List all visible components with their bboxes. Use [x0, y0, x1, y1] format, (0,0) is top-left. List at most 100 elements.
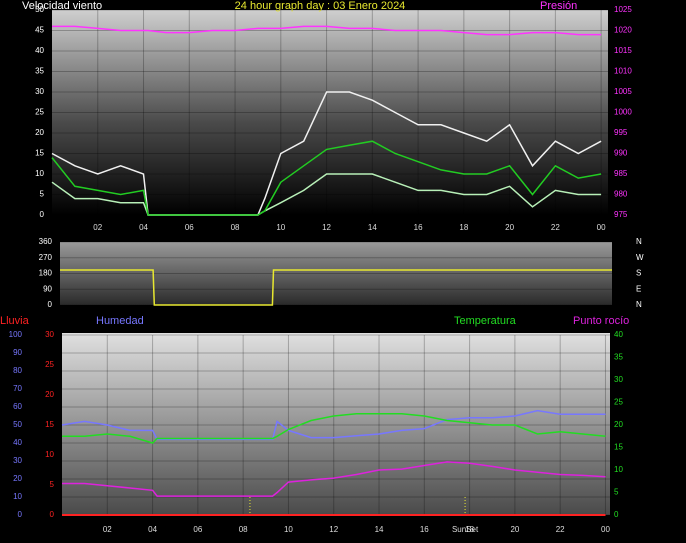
- y-tick-label: 100: [9, 330, 23, 339]
- y2-tick-label: 30: [614, 375, 623, 384]
- y3-tick-label: 20: [45, 390, 54, 399]
- y2-tick-label: 1025: [614, 5, 632, 14]
- y2-tick-label: 10: [614, 465, 623, 474]
- y2-tick-label: 40: [614, 330, 623, 339]
- y-tick-label: 30: [13, 456, 22, 465]
- y-tick-label: 10: [35, 169, 44, 178]
- y2-tick-label: 35: [614, 353, 623, 362]
- y-tick-label: 360: [39, 237, 53, 246]
- y-tick-label: 0: [48, 300, 53, 309]
- y2-tick-label: 25: [614, 398, 623, 407]
- x-tick-label: 16: [414, 223, 423, 232]
- y2-tick-label: 1010: [614, 67, 632, 76]
- x-tick-label: 00: [597, 223, 606, 232]
- series-line: [61, 409, 606, 441]
- y-tick-label: 40: [35, 46, 44, 55]
- y-tick-label: 90: [43, 284, 52, 293]
- y3-tick-label: 5: [50, 480, 55, 489]
- plot-area: [62, 333, 610, 515]
- x-tick-label: 02: [103, 525, 112, 534]
- y2-tick-label: E: [636, 284, 641, 293]
- y2-tick-label: 975: [614, 210, 628, 219]
- y3-tick-label: 0: [50, 510, 55, 519]
- x-tick-label: 20: [505, 223, 514, 232]
- y-tick-label: 40: [13, 438, 22, 447]
- x-tick-label: 00: [601, 525, 610, 534]
- y2-tick-label: N: [636, 237, 642, 246]
- chart-title: 24 hour graph day : 03 Enero 2024: [235, 0, 406, 12]
- y-tick-label: 35: [35, 67, 44, 76]
- x-tick-label: 20: [510, 525, 519, 534]
- y-tick-label: 20: [13, 474, 22, 483]
- y-tick-label: 0: [18, 510, 23, 519]
- x-tick-label: 08: [239, 525, 248, 534]
- series-line: [51, 91, 602, 216]
- y2-tick-label: 0: [614, 510, 619, 519]
- legend-label: Punto rocío: [573, 315, 629, 327]
- y3-tick-label: 30: [45, 330, 54, 339]
- y-tick-label: 10: [13, 492, 22, 501]
- legend-label: Humedad: [96, 315, 144, 327]
- y-tick-label: 270: [39, 253, 53, 262]
- y-tick-label: 15: [35, 149, 44, 158]
- plot-area: [60, 242, 612, 305]
- y-tick-label: 60: [13, 402, 22, 411]
- y2-tick-label: 1020: [614, 26, 632, 35]
- series-line: [51, 140, 602, 216]
- y2-tick-label: 980: [614, 190, 628, 199]
- x-tick-label: 22: [556, 525, 565, 534]
- y2-tick-label: 985: [614, 169, 628, 178]
- x-tick-label: 18: [459, 223, 468, 232]
- x-tick-label: 06: [185, 223, 194, 232]
- y3-tick-label: 10: [45, 450, 54, 459]
- y2-tick-label: W: [636, 253, 644, 262]
- y-tick-label: 50: [35, 5, 44, 14]
- y2-tick-label: 1015: [614, 46, 632, 55]
- y-tick-label: 180: [39, 269, 53, 278]
- y2-tick-label: 20: [614, 420, 623, 429]
- x-tick-label: 06: [193, 525, 202, 534]
- y2-tick-label: N: [636, 300, 642, 309]
- x-tick-label: 14: [368, 223, 377, 232]
- y-tick-label: 45: [35, 26, 44, 35]
- y-tick-label: 25: [35, 108, 44, 117]
- series-line: [52, 25, 602, 36]
- series-line: [62, 461, 606, 497]
- axis-title: Velocidad viento: [22, 0, 102, 12]
- y-tick-label: 5: [40, 190, 45, 199]
- x-tick-label: 08: [231, 223, 240, 232]
- y2-tick-label: 15: [614, 443, 623, 452]
- y3-tick-label: 25: [45, 360, 54, 369]
- x-tick-label: 04: [139, 223, 148, 232]
- x-tick-label: 10: [276, 223, 285, 232]
- y2-tick-label: 1000: [614, 108, 632, 117]
- x-tick-label: 04: [148, 525, 157, 534]
- series-line: [51, 173, 602, 216]
- legend-label: Presión: [540, 0, 577, 12]
- y-tick-label: 90: [13, 348, 22, 357]
- legend-label: Lluvia: [0, 315, 30, 327]
- y3-tick-label: 15: [45, 420, 54, 429]
- x-tick-label: 10: [284, 525, 293, 534]
- y-tick-label: 0: [40, 210, 45, 219]
- x-tick-label: 14: [375, 525, 384, 534]
- x-tick-label: 16: [420, 525, 429, 534]
- annotation: SunSet: [452, 525, 479, 534]
- x-tick-label: 18: [465, 525, 474, 534]
- legend-label: Temperatura: [454, 315, 517, 327]
- x-tick-label: 12: [322, 223, 331, 232]
- y-tick-label: 20: [35, 128, 44, 137]
- x-tick-label: 02: [93, 223, 102, 232]
- y-tick-label: 30: [35, 87, 44, 96]
- x-tick-label: 22: [551, 223, 560, 232]
- y2-tick-label: 1005: [614, 87, 632, 96]
- y2-tick-label: 5: [614, 488, 619, 497]
- series-line: [60, 269, 612, 306]
- y-tick-label: 50: [13, 420, 22, 429]
- series-line: [62, 413, 606, 444]
- y2-tick-label: S: [636, 269, 641, 278]
- x-tick-label: 12: [329, 525, 338, 534]
- y2-tick-label: 990: [614, 149, 628, 158]
- y-tick-label: 80: [13, 366, 22, 375]
